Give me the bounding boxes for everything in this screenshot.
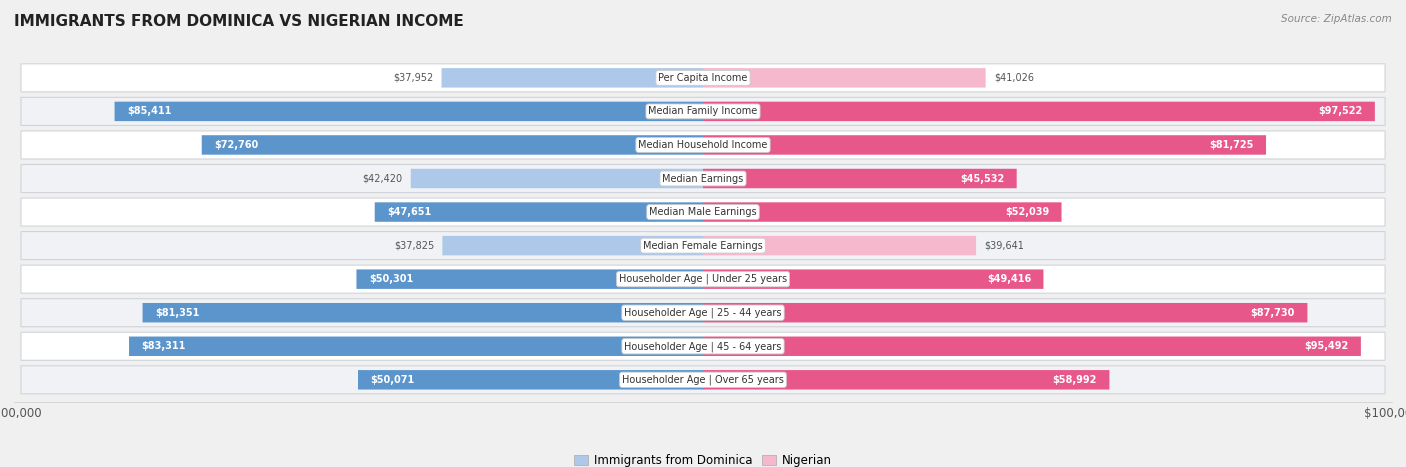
FancyBboxPatch shape <box>21 299 1385 327</box>
FancyBboxPatch shape <box>21 366 1385 394</box>
Text: $81,725: $81,725 <box>1209 140 1254 150</box>
Text: Householder Age | 45 - 64 years: Householder Age | 45 - 64 years <box>624 341 782 352</box>
Text: IMMIGRANTS FROM DOMINICA VS NIGERIAN INCOME: IMMIGRANTS FROM DOMINICA VS NIGERIAN INC… <box>14 14 464 29</box>
Text: $95,492: $95,492 <box>1305 341 1348 351</box>
FancyBboxPatch shape <box>443 236 703 255</box>
FancyBboxPatch shape <box>703 169 1017 188</box>
FancyBboxPatch shape <box>441 68 703 88</box>
Text: $50,071: $50,071 <box>370 375 415 385</box>
Text: Householder Age | Over 65 years: Householder Age | Over 65 years <box>621 375 785 385</box>
FancyBboxPatch shape <box>21 164 1385 192</box>
Text: $83,311: $83,311 <box>142 341 186 351</box>
FancyBboxPatch shape <box>375 202 703 222</box>
Text: Median Earnings: Median Earnings <box>662 174 744 184</box>
Text: $37,952: $37,952 <box>394 73 433 83</box>
Text: $87,730: $87,730 <box>1250 308 1295 318</box>
FancyBboxPatch shape <box>703 202 1062 222</box>
Text: $85,411: $85,411 <box>127 106 172 116</box>
FancyBboxPatch shape <box>21 98 1385 126</box>
FancyBboxPatch shape <box>359 370 703 389</box>
FancyBboxPatch shape <box>703 370 1109 389</box>
Text: $45,532: $45,532 <box>960 174 1004 184</box>
Text: $58,992: $58,992 <box>1053 375 1097 385</box>
Text: $39,641: $39,641 <box>984 241 1024 251</box>
FancyBboxPatch shape <box>703 102 1375 121</box>
FancyBboxPatch shape <box>703 269 1043 289</box>
FancyBboxPatch shape <box>703 236 976 255</box>
FancyBboxPatch shape <box>114 102 703 121</box>
FancyBboxPatch shape <box>411 169 703 188</box>
FancyBboxPatch shape <box>21 64 1385 92</box>
Text: Median Female Earnings: Median Female Earnings <box>643 241 763 251</box>
Text: $50,301: $50,301 <box>368 274 413 284</box>
FancyBboxPatch shape <box>703 135 1265 155</box>
Text: Per Capita Income: Per Capita Income <box>658 73 748 83</box>
Text: $72,760: $72,760 <box>214 140 259 150</box>
Text: $37,825: $37,825 <box>394 241 434 251</box>
Text: Source: ZipAtlas.com: Source: ZipAtlas.com <box>1281 14 1392 24</box>
Text: Householder Age | Under 25 years: Householder Age | Under 25 years <box>619 274 787 284</box>
FancyBboxPatch shape <box>21 198 1385 226</box>
Text: $81,351: $81,351 <box>155 308 200 318</box>
Text: $42,420: $42,420 <box>363 174 402 184</box>
FancyBboxPatch shape <box>129 337 703 356</box>
FancyBboxPatch shape <box>703 337 1361 356</box>
Text: $52,039: $52,039 <box>1005 207 1049 217</box>
Text: $41,026: $41,026 <box>994 73 1033 83</box>
Text: $97,522: $97,522 <box>1319 106 1362 116</box>
Text: $49,416: $49,416 <box>987 274 1031 284</box>
FancyBboxPatch shape <box>21 265 1385 293</box>
FancyBboxPatch shape <box>21 232 1385 260</box>
Text: Householder Age | 25 - 44 years: Householder Age | 25 - 44 years <box>624 307 782 318</box>
FancyBboxPatch shape <box>201 135 703 155</box>
FancyBboxPatch shape <box>21 332 1385 360</box>
FancyBboxPatch shape <box>703 303 1308 322</box>
FancyBboxPatch shape <box>142 303 703 322</box>
Text: $47,651: $47,651 <box>387 207 432 217</box>
FancyBboxPatch shape <box>357 269 703 289</box>
Text: Median Family Income: Median Family Income <box>648 106 758 116</box>
Text: Median Household Income: Median Household Income <box>638 140 768 150</box>
FancyBboxPatch shape <box>703 68 986 88</box>
Text: Median Male Earnings: Median Male Earnings <box>650 207 756 217</box>
Legend: Immigrants from Dominica, Nigerian: Immigrants from Dominica, Nigerian <box>569 449 837 467</box>
FancyBboxPatch shape <box>21 131 1385 159</box>
